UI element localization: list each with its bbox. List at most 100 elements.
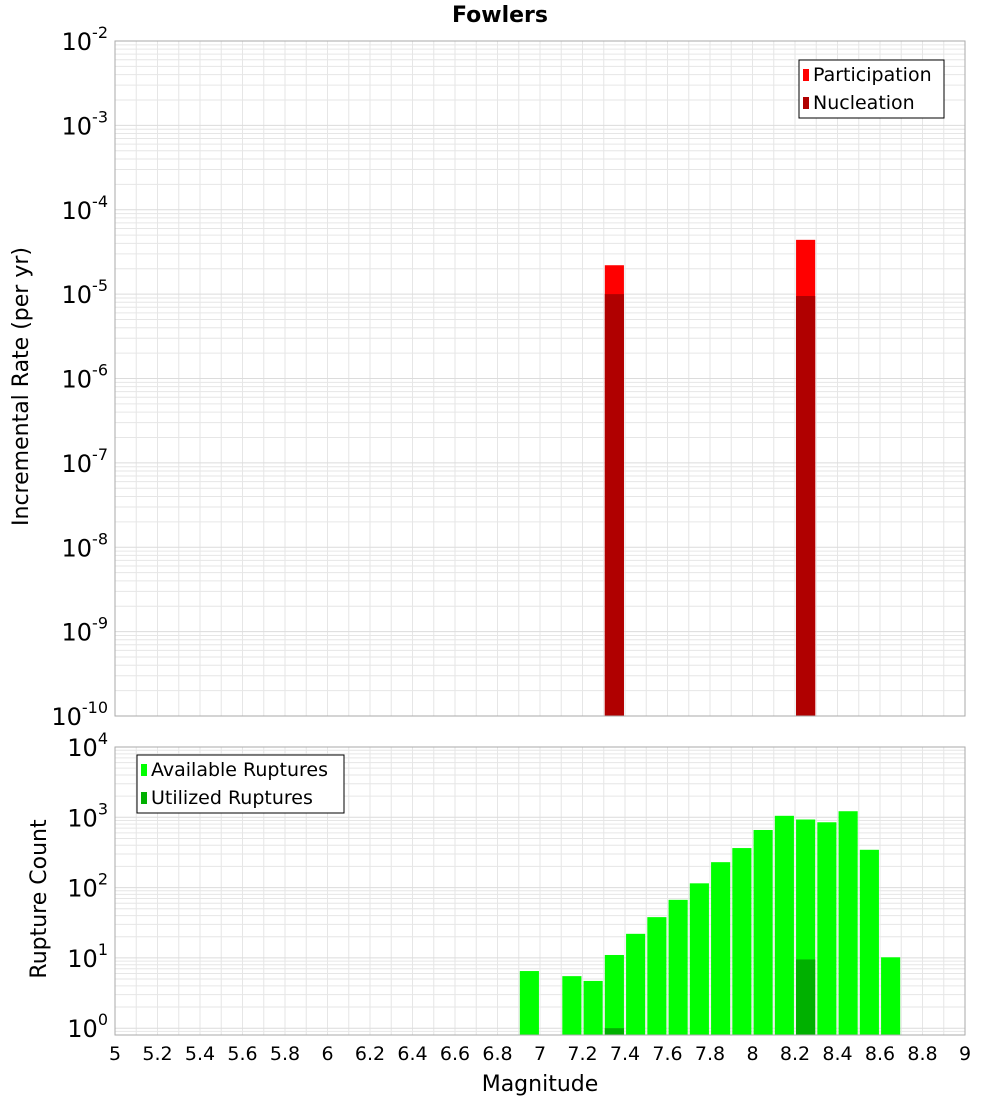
x-tick-label: 7.8 (695, 1043, 725, 1065)
bar-available-ruptures (519, 971, 539, 1035)
bar-available-ruptures (626, 933, 646, 1035)
y-tick-base: 10 (62, 534, 93, 562)
bar-utilized-ruptures (796, 959, 816, 1035)
y-tick-label: 10-2 (62, 23, 109, 56)
x-tick-label: 9 (959, 1043, 971, 1065)
legend-swatch (141, 764, 147, 776)
y-tick-base: 10 (62, 450, 93, 478)
x-tick-label: 8.4 (822, 1043, 852, 1065)
x-tick-label: 6.4 (397, 1043, 427, 1065)
y-tick-label: 102 (67, 870, 108, 903)
legend-label: Available Ruptures (151, 759, 328, 781)
y-tick-base: 10 (62, 281, 93, 309)
bar-available-ruptures (838, 811, 858, 1035)
x-tick-labels: 5 5.2 5.4 5.6 5.8 6 6.2 6.4 6.6 6.8 7 7.2 7.4 7.6 7.8 8… (109, 1043, 971, 1065)
x-tick-label: 7.2 (567, 1043, 597, 1065)
x-tick-label: 8.2 (780, 1043, 810, 1065)
x-axis-label: Magnitude (482, 1072, 599, 1097)
y-tick-exponent: 0 (98, 1010, 108, 1029)
y-tick-exponent: 4 (98, 729, 108, 748)
y-tick-exponent: -7 (92, 445, 108, 464)
grid-lines (114, 746, 966, 1036)
y-tick-exponent: -10 (82, 698, 108, 717)
y-tick-base: 10 (67, 734, 98, 762)
bar-available-ruptures (774, 815, 794, 1035)
chart-title: Fowlers (452, 3, 548, 28)
y-tick-base: 10 (62, 366, 93, 394)
series-nucleation (604, 294, 816, 716)
legend: Available Ruptures Utilized Ruptures (136, 754, 345, 814)
bar-available-ruptures (604, 954, 624, 1035)
y-tick-base: 10 (67, 1015, 98, 1043)
y-tick-label: 104 (67, 729, 108, 762)
y-tick-label: 10-4 (62, 192, 109, 225)
y-tick-label: 10-6 (62, 361, 109, 394)
x-tick-label: 6.8 (482, 1043, 512, 1065)
rate-panel: 10-1010-910-810-710-610-510-410-310-2Inc… (9, 23, 966, 731)
y-tick-label: 10-3 (62, 107, 109, 140)
x-tick-label: 6.2 (355, 1043, 385, 1065)
y-tick-base: 10 (62, 197, 93, 225)
y-tick-label: 10-10 (51, 698, 108, 731)
legend-label: Participation (813, 64, 932, 86)
y-tick-exponent: 1 (98, 940, 108, 959)
y-tick-exponent: -2 (92, 23, 108, 42)
legend-label: Nucleation (813, 92, 915, 114)
x-tick-label: 7 (534, 1043, 546, 1065)
legend-box (136, 754, 345, 814)
y-tick-base: 10 (67, 875, 98, 903)
y-tick-label: 10-8 (62, 529, 109, 562)
bar-available-ruptures (753, 829, 773, 1035)
bar-available-ruptures (562, 976, 582, 1035)
y-tick-exponent: -3 (92, 107, 108, 126)
y-tick-label: 103 (67, 799, 108, 832)
series-utilized-ruptures (604, 959, 816, 1035)
bar-available-ruptures (689, 883, 709, 1035)
bar-nucleation (796, 296, 816, 716)
bar-available-ruptures (881, 957, 901, 1035)
x-tick-label: 5.2 (142, 1043, 172, 1065)
bar-available-ruptures (647, 917, 667, 1035)
y-tick-exponent: 3 (98, 799, 108, 818)
x-tick-label: 6.6 (440, 1043, 470, 1065)
y-tick-exponent: -6 (92, 361, 108, 380)
y-axis-label: Rupture Count (27, 819, 52, 979)
y-tick-base: 10 (67, 804, 98, 832)
bar-available-ruptures (817, 822, 837, 1035)
x-tick-label: 5.4 (185, 1043, 215, 1065)
bar-utilized-ruptures (604, 1028, 624, 1035)
x-tick-label: 5.6 (227, 1043, 257, 1065)
y-tick-label: 100 (67, 1010, 108, 1043)
legend-label: Utilized Ruptures (151, 787, 313, 809)
bar-nucleation (604, 294, 624, 716)
y-tick-exponent: -4 (92, 192, 108, 211)
y-axis-label: Incremental Rate (per yr) (9, 247, 34, 526)
bar-available-ruptures (859, 849, 879, 1035)
y-tick-exponent: -5 (92, 276, 108, 295)
series-available-ruptures (519, 811, 901, 1035)
y-tick-exponent: -8 (92, 529, 108, 548)
y-tick-base: 10 (62, 619, 93, 647)
x-tick-label: 8 (746, 1043, 758, 1065)
plot-frame (114, 40, 966, 717)
y-tick-label: 10-7 (62, 445, 109, 478)
y-tick-base: 10 (67, 945, 98, 973)
y-tick-label: 101 (67, 940, 108, 973)
plot-frame (114, 746, 966, 1036)
y-tick-base: 10 (62, 28, 93, 56)
x-tick-label: 5.8 (270, 1043, 300, 1065)
grid-lines (114, 40, 966, 717)
x-tick-label: 6 (321, 1043, 333, 1065)
bar-available-ruptures (732, 848, 752, 1035)
y-tick-exponent: -9 (92, 614, 108, 633)
y-tick-base: 10 (51, 703, 82, 731)
legend-box (798, 59, 945, 119)
legend-swatch (803, 69, 809, 81)
x-tick-label: 7.6 (652, 1043, 682, 1065)
y-tick-label: 10-5 (62, 276, 109, 309)
